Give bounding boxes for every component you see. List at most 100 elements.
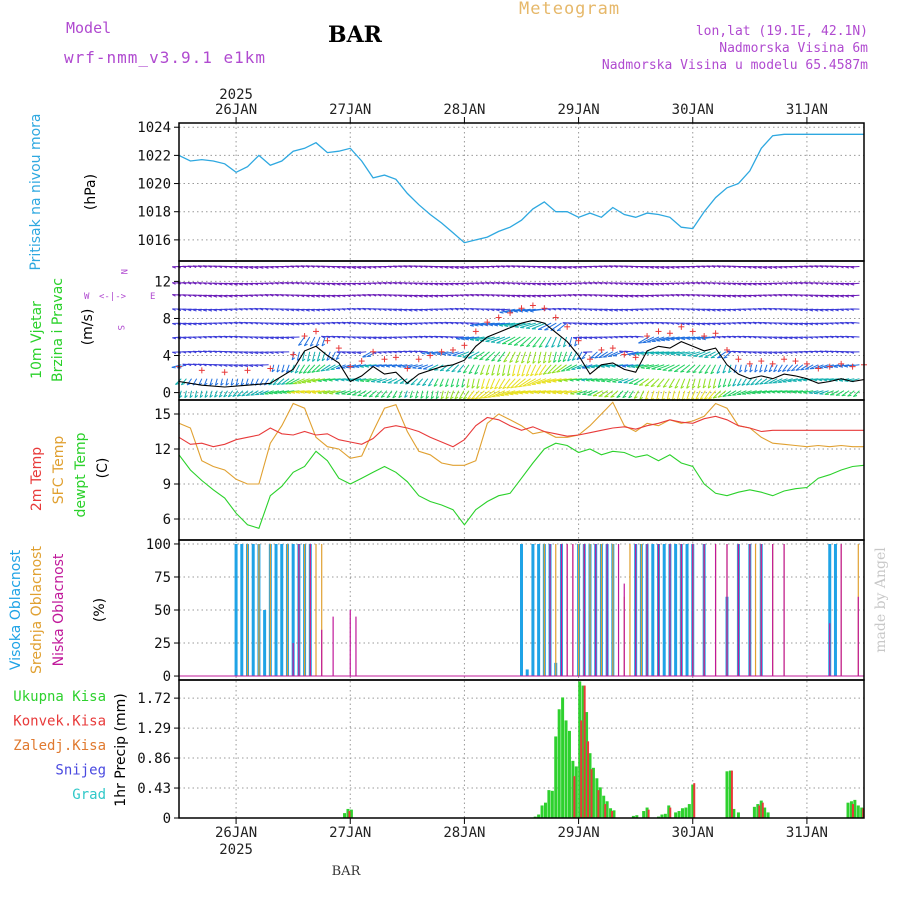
y-tick-label: 1020 [137,177,171,193]
wind-arrow [410,378,418,386]
precip-total-bar [667,805,671,818]
wind-arrow-head [490,282,495,285]
wind-arrow [624,350,634,353]
wind-arrow-head [732,295,737,298]
wind-arrow-head [516,282,521,286]
wind-arrow-head [223,265,228,269]
wind-arrow-head [762,283,767,286]
wind-arrow-head [408,350,413,354]
wind-arrow-head [449,308,454,311]
wind-arrow-head [192,309,197,312]
wind-arrow-head [521,360,525,364]
wind-arrow-head [479,397,484,399]
wind-arrow-head [285,294,289,297]
wind-arrow-head [634,335,639,339]
cloud-unit: (%) [92,598,108,622]
wind-arrow-head [480,372,484,376]
y-tick-label: 4 [163,349,171,365]
wind-arrow-head [495,309,500,312]
wind-arrow [454,390,460,400]
wind-arrow-head [628,395,633,399]
wind-arrow-head [732,383,736,387]
top-date-label: 29JAN [558,102,600,118]
wind-arrow [744,364,747,373]
wind-arrow-head [773,337,778,340]
wind-arrow [587,390,598,396]
wind-arrow-head [429,283,433,286]
wind-arrow-head [182,323,187,326]
mid-cloud-title: Srednja Oblacnost [29,546,45,674]
wind-arrow-head [598,265,603,269]
wind-arrow-head [418,309,423,312]
wind-arrow-head [604,395,609,398]
wind-arrow [387,378,398,384]
wind-arrow-head [635,353,640,356]
wind-arrow-head [346,283,351,286]
wind-arrow-head [676,354,681,356]
wind-arrow-head [747,295,752,298]
wind-arrow-head [665,322,670,325]
wind-arrow-head [644,321,649,325]
wind-arrow-head [321,295,326,298]
wind-arrow [365,364,377,367]
wind-arrow [514,322,531,328]
wind-arrow-head [761,391,766,394]
wind-arrow-head [716,295,721,298]
wind-arrow [686,364,696,373]
wind-arrow-head [199,394,204,398]
wind-arrow [316,364,326,373]
wind-arrow-head [595,380,600,382]
wind-arrow [516,364,521,377]
wind-arrow [323,378,336,381]
wind-arrow-head [268,383,273,386]
wind-arrow-head [341,351,346,354]
wind-arrow-head [285,265,289,269]
wind-arrow-head [393,336,397,340]
wind-arrow-head [752,351,757,354]
wind-arrow-head [547,308,551,311]
wind-arrow-head [463,371,467,374]
wind-arrow-head [223,295,228,298]
wind-arrow [301,390,315,393]
wind-arrow [501,308,511,311]
wind-arrow-head [456,384,460,388]
wind-arrow-head [598,336,603,340]
wind-arrow-head [213,295,218,298]
wind-arrow-head [716,309,721,312]
wind-arrow-head [290,294,294,297]
pressure-title: Pritisak na nivou mora [28,113,44,270]
wind-arrow [482,390,495,399]
wind-arrow-head [182,337,187,340]
wind-arrow [681,336,696,340]
wind-arrow-head [690,282,695,285]
wind-arrow [763,378,773,385]
wind-arrow-head [228,308,233,312]
wind-arrow-head [576,357,581,361]
wind-arrow [546,390,562,394]
wind-arrow-head [269,337,274,340]
wind-arrow-head [737,308,742,312]
wind-arrow [502,378,511,389]
wind-arrow-head [757,336,762,339]
wind-arrow-head [428,335,433,339]
wind-arrow-head [459,266,464,269]
wind-arrow-head [444,295,449,298]
wind-arrow [777,378,788,383]
wind-arrow [631,351,644,355]
wind-arrow-head [357,307,361,311]
wind-arrow [571,364,583,370]
wind-arrow-head [754,369,758,373]
wind-arrow-head [223,350,228,354]
wind-arrow [823,378,834,381]
wind-arrow-head [259,337,264,340]
wind-arrow-head [315,343,320,347]
wind-arrow-head [567,282,572,286]
wind-arrow-head [545,345,549,348]
wind-arrow-head [708,397,713,400]
wind-arrow-head [722,395,727,397]
wind-arrow [645,351,660,354]
wind-arrow-head [307,358,311,362]
wind-arrow-head [294,370,299,374]
wind-arrow-head [209,394,213,398]
wind-arrow-head [295,294,300,298]
